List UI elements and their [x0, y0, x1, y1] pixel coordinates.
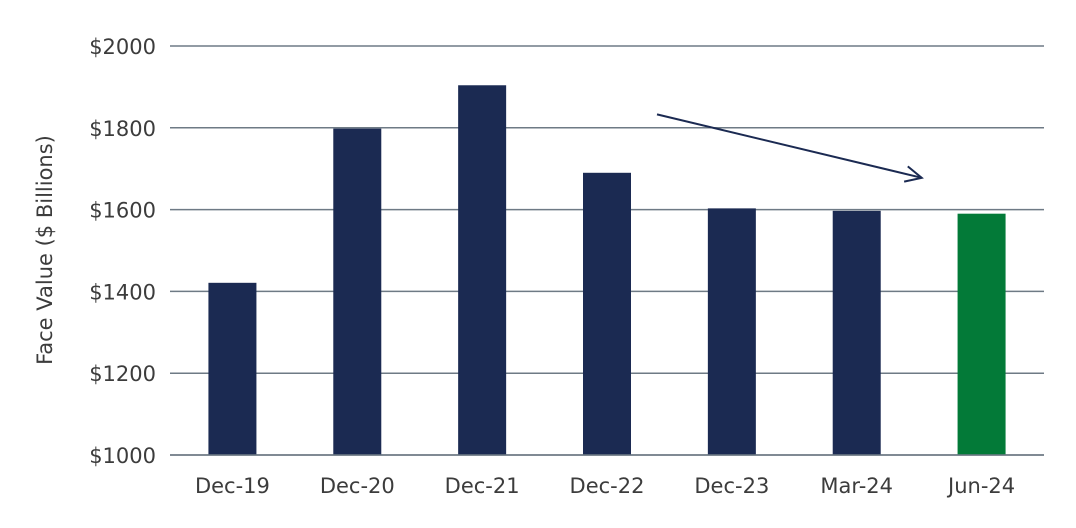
y-axis-ticks: $1000 $1200 $1400 $1600 $1800 $2000	[89, 35, 156, 468]
x-tick-label: Dec-22	[570, 474, 645, 498]
x-tick-label: Jun-24	[946, 474, 1015, 498]
y-tick-label: $1600	[89, 199, 156, 223]
bar-dec-21	[458, 85, 507, 455]
bar-dec-19	[208, 282, 257, 455]
bar-dec-20	[333, 128, 382, 456]
x-tick-label: Mar-24	[820, 474, 893, 498]
x-tick-label: Dec-20	[320, 474, 395, 498]
y-tick-label: $1400	[89, 280, 156, 304]
y-axis-label: Face Value ($ Billions)	[33, 135, 57, 365]
x-tick-label: Dec-23	[694, 474, 769, 498]
y-tick-label: $1000	[89, 444, 156, 468]
bar-jun-24	[957, 213, 1006, 455]
y-tick-label: $2000	[89, 35, 156, 59]
x-tick-label: Dec-19	[195, 474, 270, 498]
annotations	[656, 113, 924, 183]
y-tick-label: $1800	[89, 117, 156, 141]
bar-mar-24	[832, 210, 881, 455]
trend-arrow-head	[903, 165, 924, 183]
bar-dec-23	[707, 208, 756, 455]
bars	[170, 85, 1044, 456]
y-tick-label: $1200	[89, 362, 156, 386]
x-tick-label: Dec-21	[445, 474, 520, 498]
x-axis-ticks: Dec-19 Dec-20 Dec-21 Dec-22 Dec-23 Mar-24 Jun-…	[195, 474, 1015, 498]
trend-arrow-line	[656, 113, 922, 179]
bar-dec-22	[583, 172, 631, 456]
